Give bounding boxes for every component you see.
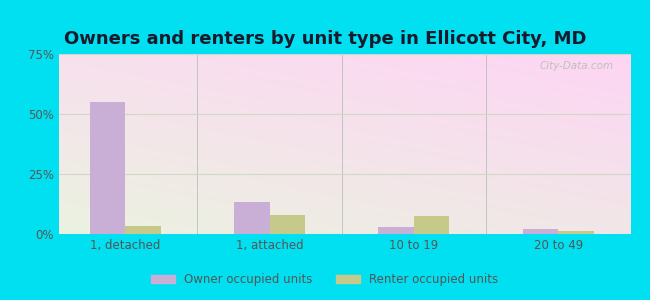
Bar [125,226,161,234]
Text: Owners and renters by unit type in Ellicott City, MD: Owners and renters by unit type in Ellic… [64,30,586,48]
Bar [378,227,414,234]
Bar [90,102,125,234]
Text: City-Data.com: City-Data.com [540,61,614,71]
Legend: Owner occupied units, Renter occupied units: Owner occupied units, Renter occupied un… [147,269,503,291]
Bar [414,216,449,234]
Bar [234,202,270,234]
Bar [558,231,594,234]
Bar [270,215,305,234]
Bar [523,229,558,234]
